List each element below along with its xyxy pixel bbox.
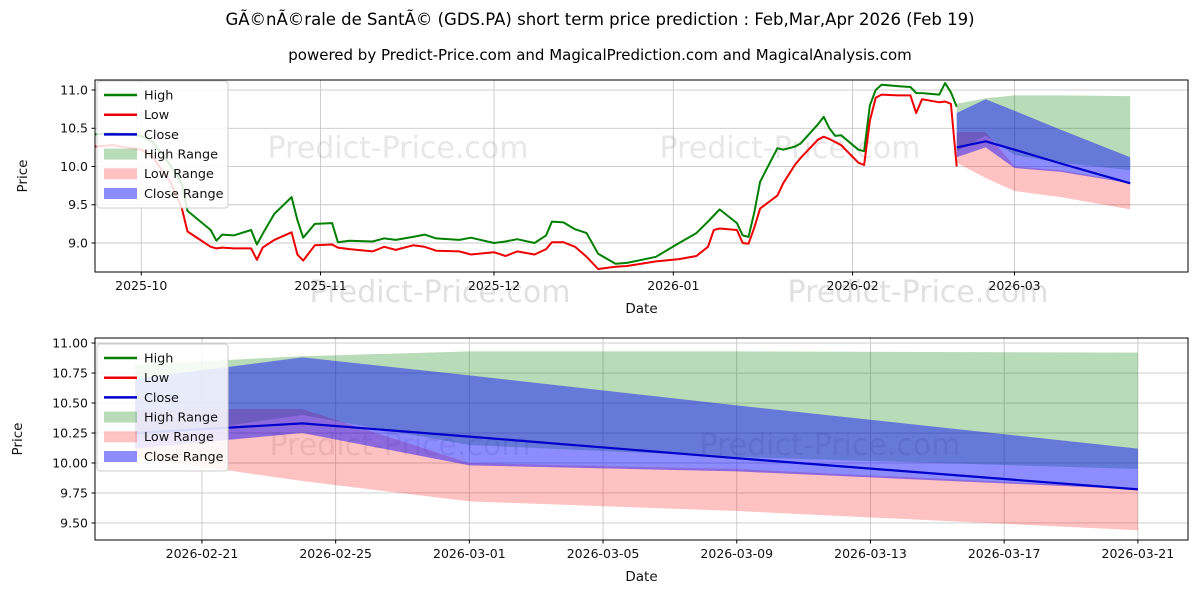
y-axis-label: Price: [10, 423, 26, 456]
y-tick-label: 9.50: [60, 515, 88, 530]
x-axis-label: Date: [625, 569, 657, 585]
legend-item-label: Close: [144, 391, 179, 406]
y-tick-label: 10.50: [52, 395, 88, 410]
axes-frame: [94, 79, 1189, 273]
legend-item-label: Low Range: [144, 167, 214, 182]
x-tick-label: 2026-02-21: [166, 546, 239, 561]
x-tick-label: 2026-02: [826, 278, 878, 293]
x-tick-label: 2025-11: [294, 278, 346, 293]
high-range-band: [956, 95, 1131, 171]
close-line: [956, 140, 1131, 185]
legend-swatch-high_range: [104, 411, 137, 423]
low-range-band: [135, 409, 1138, 531]
y-tick-label: 11.00: [52, 335, 88, 350]
high-range-band: [135, 351, 1138, 469]
legend-item-label: Low Range: [144, 430, 214, 445]
close-line: [135, 422, 1138, 491]
x-tick-label: 2025-12: [468, 278, 520, 293]
legend-swatch-low_range: [104, 168, 137, 180]
x-tick-label: 2026-03-01: [433, 546, 506, 561]
legend-item-label: Low: [144, 371, 169, 386]
y-axis-label: Price: [15, 160, 31, 193]
close-range-band: [956, 99, 1131, 184]
watermark: Predict-Price.com: [270, 428, 531, 463]
watermark: Predict-Price.com: [700, 428, 961, 463]
legend-item-label: Close: [144, 128, 179, 143]
y-tick-label: 9.75: [60, 485, 88, 500]
watermark: Predict-Price.com: [788, 275, 1049, 310]
x-tick-label: 2025-10: [115, 278, 167, 293]
legend: High Low Close High Range Low Range Close Ran…: [96, 80, 229, 209]
gridlines: [95, 338, 1188, 540]
y-tick-label: 10.5: [60, 121, 88, 136]
prediction-zoom-chart: Predict-Price.com Predict-Price.com 9.50 9.…: [10, 335, 1189, 585]
y-tick-label: 10.75: [52, 365, 88, 380]
x-tick-label: 2026-01: [647, 278, 699, 293]
x-tick-label: 2026-03-09: [700, 546, 773, 561]
y-tick-label: 10.25: [52, 425, 88, 440]
chart-subtitle: powered by Predict-Price.com and Magical…: [288, 46, 912, 64]
y-tick-label: 10.0: [60, 159, 88, 174]
legend-swatch-low_range: [104, 431, 137, 443]
axes-frame: [94, 337, 1189, 541]
legend-item-label: High: [144, 88, 173, 103]
x-tick-label: 2026-03: [988, 278, 1040, 293]
y-tick-label: 9.5: [68, 197, 88, 212]
x-tick-label: 2026-03-21: [1102, 546, 1175, 561]
legend-item-label: High Range: [144, 411, 218, 426]
y-tick-label: 10.00: [52, 455, 88, 470]
legend-item-label: High Range: [144, 148, 218, 163]
low-line: [94, 93, 958, 270]
price-history-chart: Predict-Price.com Predict-Price.com 9.0 9.5…: [15, 79, 1189, 317]
legend-item-label: Close Range: [144, 450, 224, 465]
x-axis-label: Date: [625, 301, 657, 317]
legend-swatch-high_range: [104, 148, 137, 160]
legend-swatch-close_range: [104, 188, 137, 199]
legend-item-label: High: [144, 351, 173, 366]
legend-item-label: Low: [144, 108, 169, 123]
close-range-band: [135, 357, 1138, 490]
x-tick-label: 2026-02-25: [299, 546, 372, 561]
x-tick-label: 2026-03-05: [567, 546, 640, 561]
legend: High Low Close High Range Low Range Close Ran…: [96, 343, 229, 472]
x-tick-label: 2026-03-13: [834, 546, 907, 561]
y-tick-label: 11.0: [60, 82, 88, 97]
chart-title: GÃ©nÃ©rale de SantÃ© (GDS.PA) short term…: [225, 10, 975, 29]
legend-item-label: Close Range: [144, 187, 224, 202]
watermark: Predict-Price.com: [268, 131, 529, 166]
watermark: Predict-Price.com: [310, 275, 571, 310]
low-range-band: [956, 132, 1131, 210]
legend-swatch-close_range: [104, 451, 137, 462]
y-tick-label: 9.0: [68, 235, 88, 250]
x-tick-label: 2026-03-17: [968, 546, 1041, 561]
high-line: [94, 82, 958, 265]
gridlines: [95, 80, 1188, 272]
